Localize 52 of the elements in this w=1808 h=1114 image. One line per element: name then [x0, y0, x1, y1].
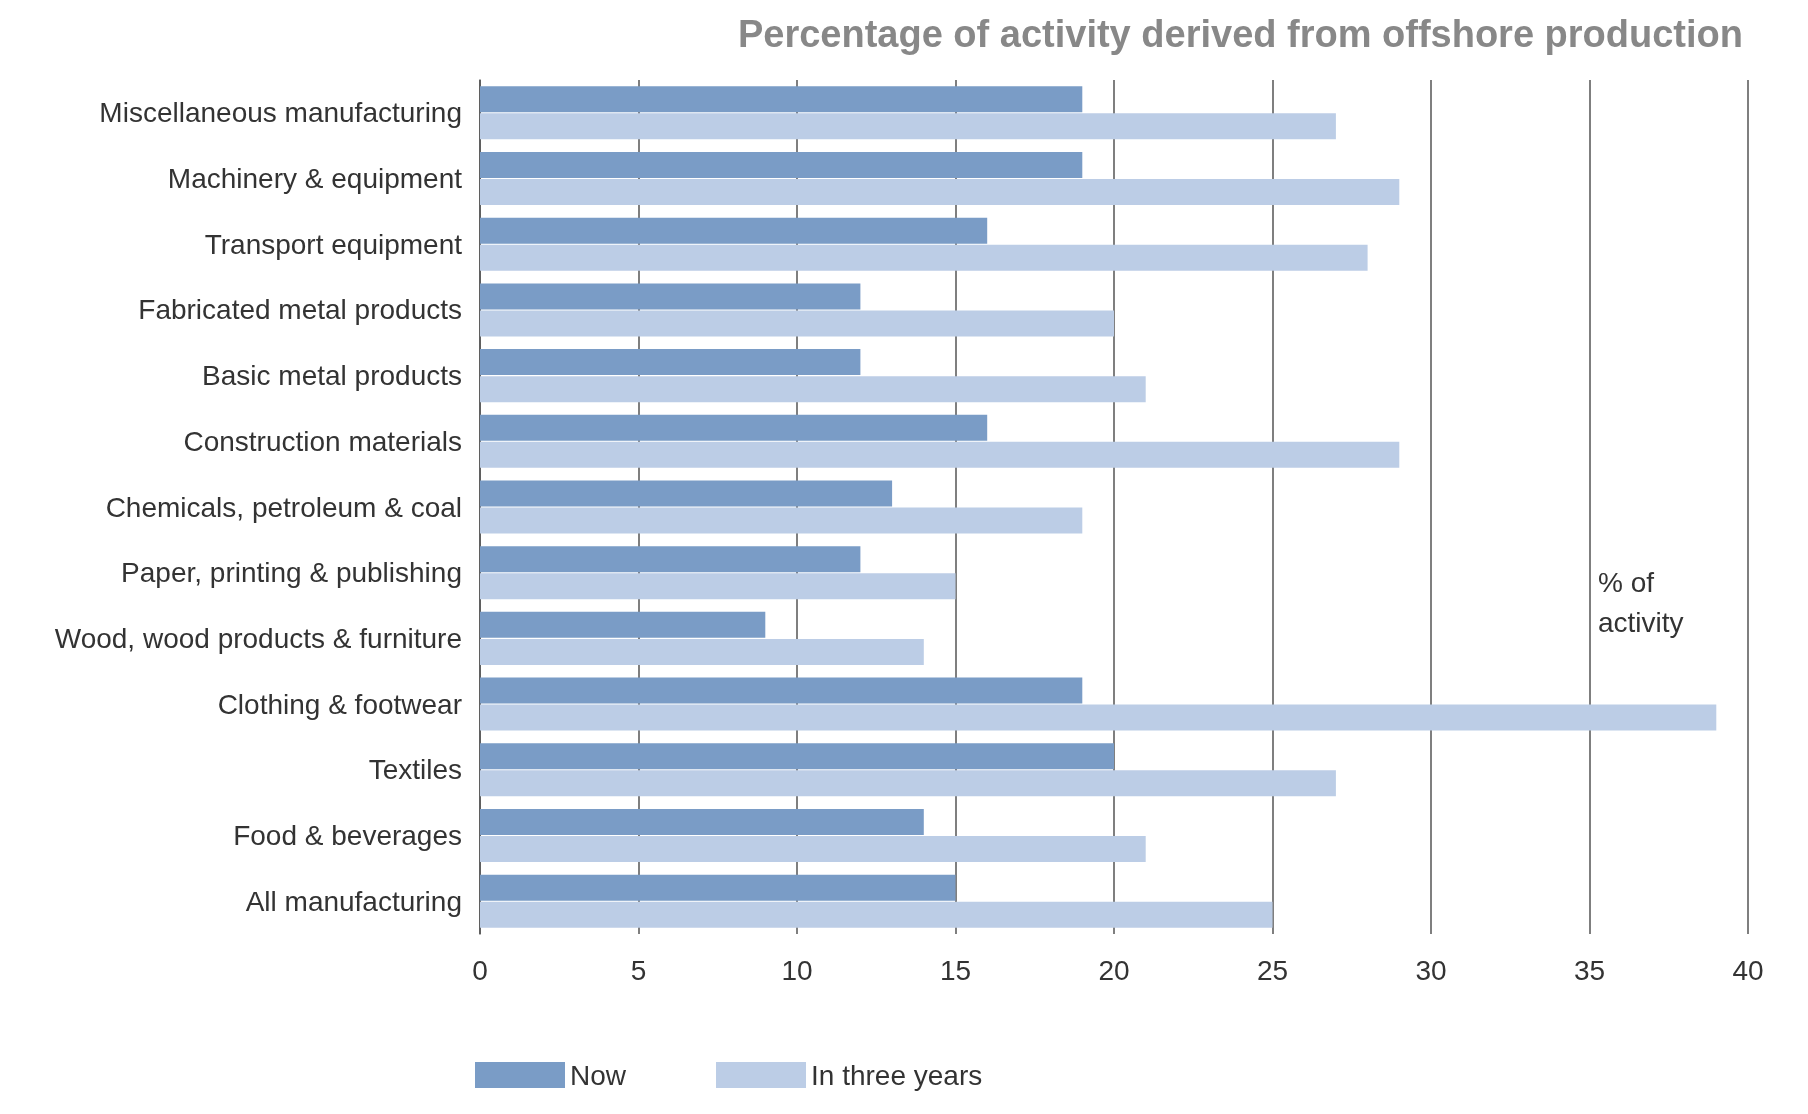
bar: [480, 441, 1400, 468]
x-tick-label: 30: [1415, 954, 1447, 986]
x-axis-title: % of activity: [1598, 567, 1684, 639]
bar: [480, 113, 1336, 140]
bar: [480, 874, 956, 901]
legend-label: Now: [570, 1059, 627, 1091]
bar: [480, 86, 1083, 113]
bar: [480, 283, 861, 310]
y-tick-label: Miscellaneous manufacturing: [99, 97, 462, 129]
x-tick-label: 5: [630, 954, 647, 986]
chart-title: Percentage of activity derived from offshore production: [737, 13, 1744, 55]
y-tick-label: Construction materials: [183, 425, 462, 457]
bar: [480, 349, 861, 376]
x-tick-label: 10: [781, 954, 813, 986]
bar: [480, 480, 893, 507]
bar: [480, 152, 1083, 179]
bar: [480, 638, 924, 665]
y-tick-label: Fabricated metal products: [138, 294, 462, 326]
bar: [480, 743, 1114, 770]
bar: [480, 414, 988, 441]
bar: [480, 611, 766, 638]
y-tick-label: Transport equipment: [204, 228, 463, 260]
bar: [480, 376, 1146, 403]
x-tick-label: 0: [472, 954, 488, 986]
y-tick-label: Basic metal products: [202, 360, 462, 392]
bar: [480, 507, 1083, 534]
bar: [480, 704, 1717, 731]
bar: [480, 835, 1146, 862]
bar: [480, 310, 1114, 337]
bar: [480, 573, 956, 600]
bar: [480, 179, 1400, 206]
bar: [480, 808, 924, 835]
y-tick-label: Paper, printing & publishing: [121, 557, 462, 589]
y-tick-label: Wood, wood products & furniture: [54, 622, 462, 654]
x-tick-label: 35: [1573, 954, 1606, 986]
bar: [480, 217, 988, 244]
x-tick-label: 40: [1732, 954, 1764, 986]
y-tick-label: Textiles: [368, 754, 462, 786]
bar: [480, 770, 1336, 797]
bar: [480, 244, 1368, 271]
x-tick-label: 15: [939, 954, 972, 986]
bar: [480, 546, 861, 573]
bar: [480, 677, 1083, 704]
x-tick-label: 25: [1256, 954, 1289, 986]
y-tick-label: Food & beverages: [233, 819, 462, 851]
y-tick-label: All manufacturing: [245, 885, 462, 917]
y-tick-label: Clothing & footwear: [217, 688, 462, 720]
x-tick-label: 20: [1098, 954, 1130, 986]
legend-label: In three years: [811, 1059, 983, 1091]
bar: [480, 901, 1273, 928]
y-tick-label: Machinery & equipment: [167, 163, 463, 195]
y-tick-label: Chemicals, petroleum & coal: [105, 491, 462, 523]
